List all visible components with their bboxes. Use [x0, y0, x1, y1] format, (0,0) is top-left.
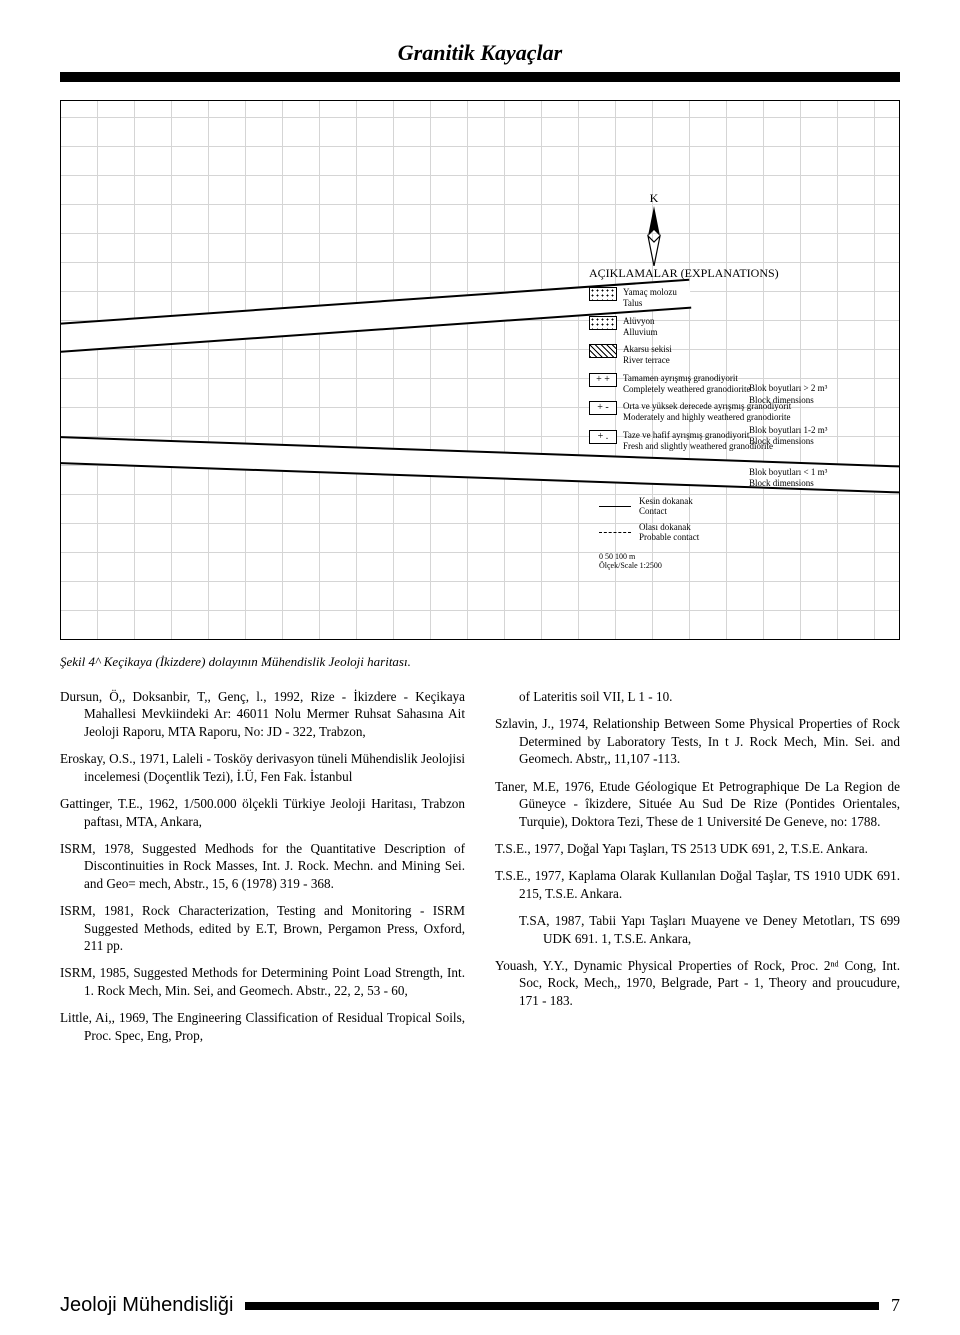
page-number: 7	[891, 1295, 900, 1316]
page-title: Granitik Kayaçlar	[60, 40, 900, 66]
contact-label: Olası dokanak Probable contact	[639, 522, 699, 542]
reference-entry: T.S.E., 1977, Doğal Yapı Taşları, TS 251…	[495, 840, 900, 857]
swatch-alluvium	[589, 316, 617, 330]
swatch-moderately-weathered: + -	[589, 401, 617, 415]
contact-line-solid	[599, 506, 631, 507]
reference-entry: T.S.E., 1977, Kaplama Olarak Kullanılan …	[495, 867, 900, 902]
reference-entry: ISRM, 1981, Rock Characterization, Testi…	[60, 902, 465, 954]
references-right-column: of Lateritis soil VII, L 1 - 10. Szlavin…	[495, 688, 900, 1054]
reference-entry: Youash, Y.Y., Dynamic Physical Propertie…	[495, 957, 900, 1009]
reference-entry: T.SA, 1987, Tabii Yapı Taşları Muayene v…	[495, 912, 900, 947]
page-footer: Jeoloji Mühendisliği 7	[60, 1294, 900, 1317]
block-note: Blok boyutları 1-2 m³ Block dimensions	[749, 425, 889, 448]
journal-name: Jeoloji Mühendisliği	[60, 1294, 233, 1317]
reference-entry: of Lateritis soil VII, L 1 - 10.	[495, 688, 900, 705]
reference-entry: ISRM, 1978, Suggested Medhods for the Qu…	[60, 840, 465, 892]
legend-item: Alüvyon Alluvium	[589, 316, 889, 339]
footer-rule	[245, 1302, 879, 1310]
block-note: Blok boyutları < 1 m³ Block dimensions	[749, 467, 889, 490]
references-left-column: Dursun, Ö,, Doksanbir, T,, Genç, l., 199…	[60, 688, 465, 1054]
legend-title: AÇIKLAMALAR (EXPLANATIONS)	[589, 266, 889, 281]
references-columns: Dursun, Ö,, Doksanbir, T,, Genç, l., 199…	[60, 688, 900, 1054]
legend-contacts: Kesin dokanak Contact Olası dokanak Prob…	[599, 496, 859, 570]
contact-label: Kesin dokanak Contact	[639, 496, 693, 516]
geology-map-figure: K AÇIKLAMALAR (EXPLANATIONS) Yamaç moloz…	[60, 100, 900, 640]
reference-entry: Little, Ai,, 1969, The Engineering Class…	[60, 1009, 465, 1044]
legend-label: Alüvyon Alluvium	[623, 316, 658, 339]
header-rule	[60, 72, 900, 82]
swatch-fresh: + .	[589, 430, 617, 444]
swatch-completely-weathered: + +	[589, 373, 617, 387]
reference-entry: Szlavin, J., 1974, Relationship Between …	[495, 715, 900, 767]
swatch-talus	[589, 287, 617, 301]
north-arrow: K	[639, 191, 669, 266]
reference-entry: Eroskay, O.S., 1971, Laleli - Tosköy der…	[60, 750, 465, 785]
block-note: Blok boyutları > 2 m³ Block dimensions	[749, 383, 889, 406]
legend-label: Akarsu sekisi River terrace	[623, 344, 672, 367]
legend-item: Akarsu sekisi River terrace	[589, 344, 889, 367]
swatch-terrace	[589, 344, 617, 358]
figure-caption: Şekil 4^ Keçikaya (İkizdere) dolayının M…	[60, 654, 900, 670]
legend-item: Yamaç molozu Talus	[589, 287, 889, 310]
compass-icon	[639, 206, 669, 266]
north-label: K	[650, 191, 659, 206]
reference-entry: Gattinger, T.E., 1962, 1/500.000 ölçekli…	[60, 795, 465, 830]
legend-label: Tamamen ayrışmış granodiyorit Completely…	[623, 373, 750, 396]
map-legend: AÇIKLAMALAR (EXPLANATIONS) Yamaç molozu …	[589, 266, 889, 501]
reference-entry: Taner, M.E, 1976, Etude Géologique Et Pe…	[495, 778, 900, 830]
contact-line-dashed	[599, 532, 631, 533]
reference-entry: Dursun, Ö,, Doksanbir, T,, Genç, l., 199…	[60, 688, 465, 740]
scale-bar: 0 50 100 m Ölçek/Scale 1:2500	[599, 552, 859, 570]
legend-label: Yamaç molozu Talus	[623, 287, 677, 310]
reference-entry: ISRM, 1985, Suggested Methods for Determ…	[60, 964, 465, 999]
